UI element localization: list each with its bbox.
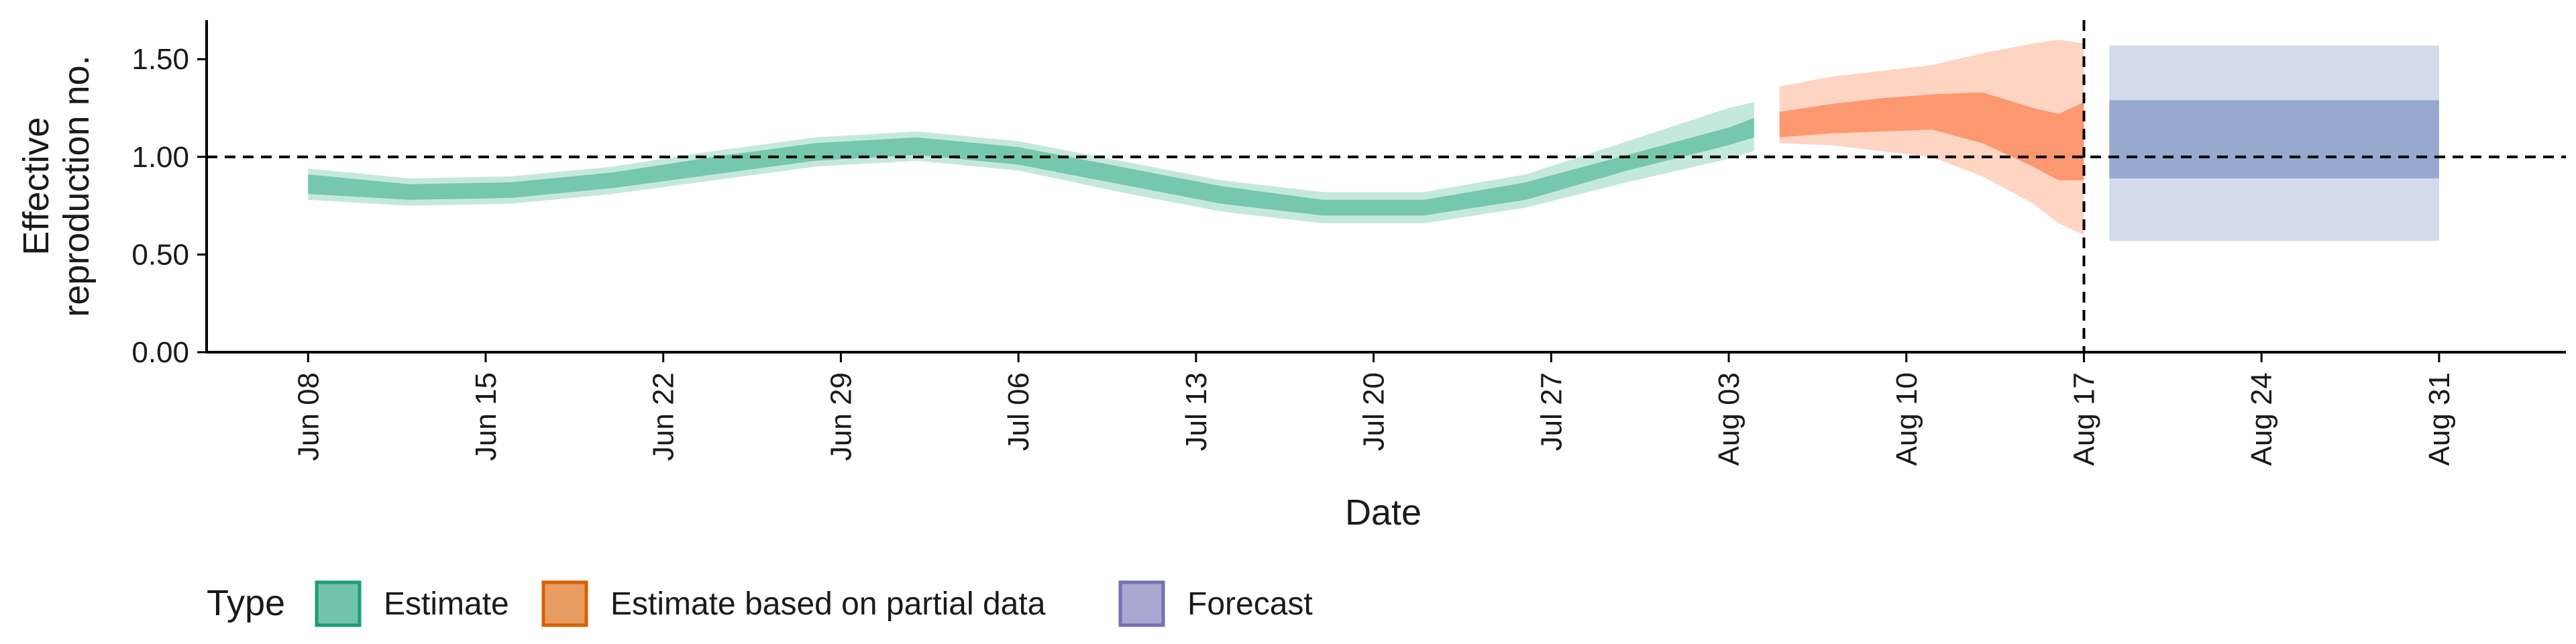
y-axis-title-line: reproduction no.	[56, 55, 97, 317]
x-tick-label: Jun 08	[292, 372, 325, 461]
x-tick-label: Jun 15	[470, 372, 502, 461]
y-tick-label: 0.50	[131, 238, 189, 271]
y-axis-title: Effective reproduction no.	[16, 55, 97, 317]
estimate-based-on-partial-data-inner-band	[1779, 92, 2084, 180]
y-tick-label: 1.00	[131, 141, 189, 174]
x-tick-label: Aug 10	[1890, 372, 1923, 466]
x-tick-label: Aug 03	[1713, 372, 1746, 466]
legend-label-forecast: Forecast	[1187, 586, 1313, 622]
x-tick-label: Jun 29	[824, 372, 857, 461]
legend-key-forecast	[1118, 580, 1165, 627]
legend-title: Type	[207, 583, 285, 623]
axes: 0.00 0.50 1.00 1.50 Jun 08 Jun 15 Jun 22 Jun 29…	[131, 20, 2566, 466]
y-axis-title-line: Effective	[16, 117, 56, 255]
reference-lines	[207, 20, 2566, 352]
y-tick-label: 1.50	[131, 43, 189, 76]
x-tick-label: Jul 06	[1002, 372, 1035, 451]
x-axis-title: Date	[1345, 492, 1421, 533]
legend-label-estimate: Estimate	[384, 586, 509, 622]
x-tick-label: Jul 20	[1358, 372, 1391, 451]
legend: Type Estimate Estimate based on partial da…	[207, 580, 1313, 627]
legend-label-estimate-based-on-partial-data: Estimate based on partial data	[610, 586, 1046, 622]
x-tick-label: Jul 13	[1180, 372, 1213, 451]
estimate-based-on-partial-data-outer-band	[1779, 40, 2084, 235]
x-tick-label: Jun 22	[647, 372, 680, 461]
legend-key-estimate-based-on-partial-data	[541, 580, 588, 627]
forecast-inner-band	[2109, 100, 2439, 178]
x-tick-label: Aug 31	[2423, 372, 2456, 466]
x-tick-label: Aug 17	[2068, 372, 2100, 466]
x-tick-label: Aug 24	[2245, 372, 2278, 466]
estimate-inner-band	[308, 117, 1754, 216]
y-tick-label: 0.00	[131, 336, 189, 369]
x-tick-label: Jul 27	[1535, 372, 1568, 451]
legend-key-estimate	[315, 580, 362, 627]
ribbon-layer	[308, 40, 2439, 241]
